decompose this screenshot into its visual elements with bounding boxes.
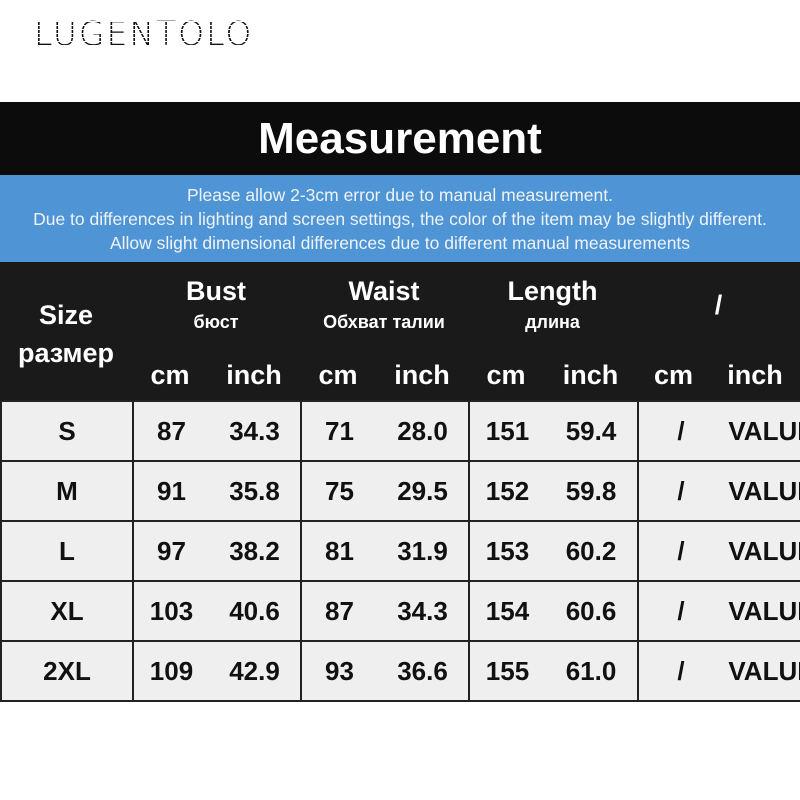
inch-cell: VALUE xyxy=(723,520,800,582)
cm-cell: 87 xyxy=(300,580,377,642)
unit-cm-header: cm xyxy=(653,360,694,390)
inch-cell: 31.9 xyxy=(377,520,470,582)
inch-cell: VALUE xyxy=(723,460,800,522)
unit-cm-header: cm xyxy=(150,360,190,390)
column-group-header: Bust xyxy=(186,276,246,306)
size-cell: 2XL xyxy=(0,640,134,702)
inch-cell: 38.2 xyxy=(209,520,302,582)
column-group-header: Waist xyxy=(348,276,420,306)
cm-cell: / xyxy=(637,520,723,582)
cm-cell: 109 xyxy=(132,640,209,702)
unit-inch-header: inch xyxy=(394,360,450,390)
inch-cell: 35.8 xyxy=(209,460,302,522)
cm-cell: / xyxy=(637,640,723,702)
inch-cell: 28.0 xyxy=(377,400,470,462)
cm-cell: 91 xyxy=(132,460,209,522)
inch-cell: VALUE xyxy=(723,580,800,642)
unit-cm-header: cm xyxy=(486,360,526,390)
page-title: Measurement xyxy=(258,113,542,163)
cm-cell: / xyxy=(637,580,723,642)
cm-cell: / xyxy=(637,460,723,522)
inch-cell: 61.0 xyxy=(545,640,639,702)
inch-cell: 59.8 xyxy=(545,460,639,522)
cm-cell: 81 xyxy=(300,520,377,582)
inch-cell: 34.3 xyxy=(377,580,470,642)
cm-cell: 153 xyxy=(468,520,545,582)
cm-cell: / xyxy=(637,400,723,462)
cm-cell: 152 xyxy=(468,460,545,522)
notice-line: Please allow 2-3cm error due to manual m… xyxy=(186,185,614,205)
inch-cell: VALUE xyxy=(723,640,800,702)
cm-cell: 71 xyxy=(300,400,377,462)
cm-cell: 87 xyxy=(132,400,209,462)
inch-cell: 36.6 xyxy=(377,640,470,702)
unit-inch-header: inch xyxy=(727,360,783,390)
notice-banner: Please allow 2-3cm error due to manual m… xyxy=(0,175,800,262)
size-table: S8734.37128.015159.4/VALUEM9135.87529.51… xyxy=(0,400,800,702)
unit-cm-header: cm xyxy=(318,360,358,390)
column-group-header-ru: бюст xyxy=(193,312,239,332)
size-cell: M xyxy=(0,460,134,522)
notice-line: Allow slight dimensional differences due… xyxy=(109,233,691,253)
size-cell: XL xyxy=(0,580,134,642)
notice-line: Due to differences in lighting and scree… xyxy=(33,209,767,229)
size-cell: S xyxy=(0,400,134,462)
cm-cell: 97 xyxy=(132,520,209,582)
size-header: Size размер xyxy=(0,296,132,372)
column-group-header: / xyxy=(714,290,723,320)
size-label-ru: размер xyxy=(17,338,115,368)
table-header: Size размер Bust бюст cm inch Waist Обхват та… xyxy=(0,262,800,400)
unit-inch-header: inch xyxy=(562,360,619,390)
size-label: Size xyxy=(38,300,94,330)
cm-cell: 151 xyxy=(468,400,545,462)
column-group-header-ru: длина xyxy=(525,312,580,332)
column-group-header-ru: Обхват талии xyxy=(323,312,445,332)
cm-cell: 93 xyxy=(300,640,377,702)
size-cell: L xyxy=(0,520,134,582)
cm-cell: 75 xyxy=(300,460,377,522)
column-group-header: Length xyxy=(507,276,598,306)
inch-cell: 42.9 xyxy=(209,640,302,702)
cm-cell: 155 xyxy=(468,640,545,702)
inch-cell: 59.4 xyxy=(545,400,639,462)
cm-cell: 103 xyxy=(132,580,209,642)
inch-cell: 40.6 xyxy=(209,580,302,642)
inch-cell: VALUE xyxy=(723,400,800,462)
inch-cell: 34.3 xyxy=(209,400,302,462)
inch-cell: 60.2 xyxy=(545,520,639,582)
brand-logo: LUGENTOLO xyxy=(34,14,254,53)
inch-cell: 60.6 xyxy=(545,580,639,642)
title-band: Measurement xyxy=(0,102,800,175)
unit-inch-header: inch xyxy=(226,360,282,390)
inch-cell: 29.5 xyxy=(377,460,470,522)
cm-cell: 154 xyxy=(468,580,545,642)
